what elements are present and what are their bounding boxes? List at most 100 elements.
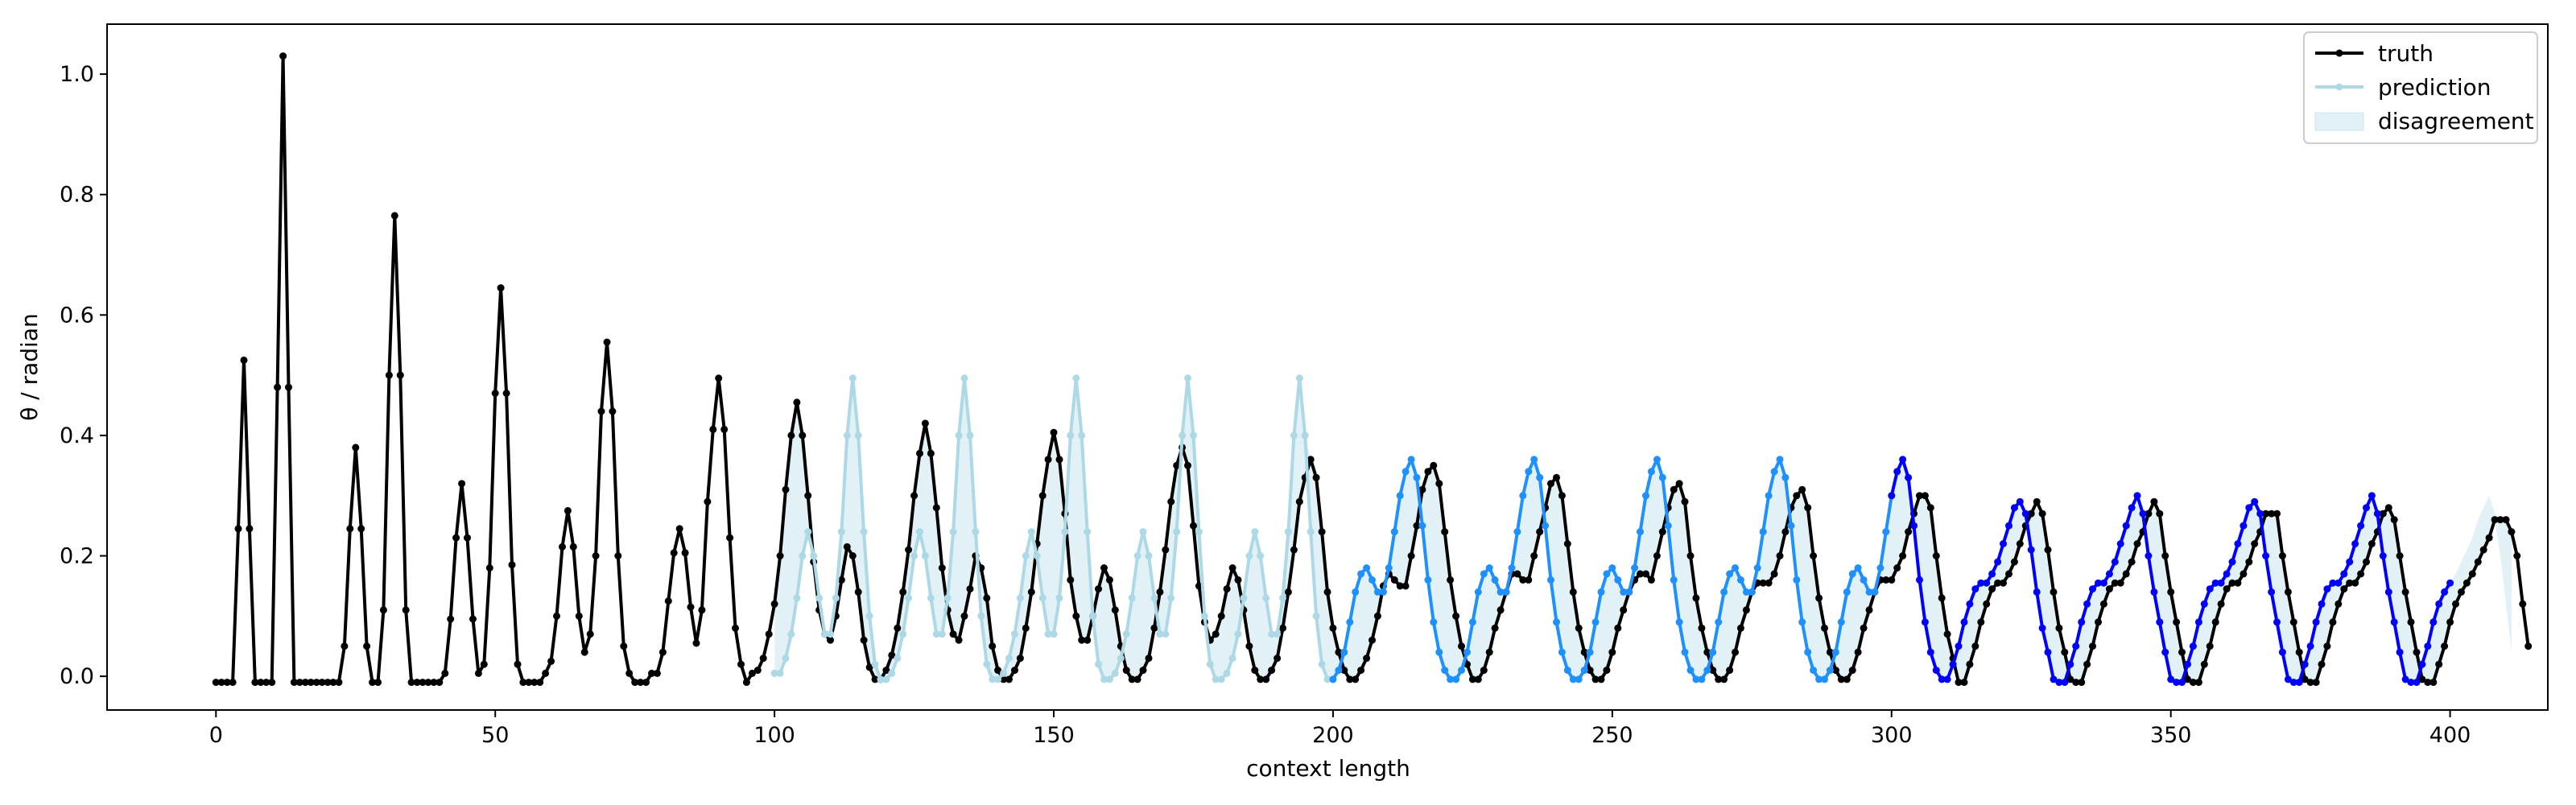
truth-series-point — [1318, 528, 1326, 536]
truth-series-point — [2295, 648, 2303, 656]
truth-series-point — [1072, 612, 1080, 620]
truth-series-point — [1513, 570, 1521, 578]
truth-series-point — [452, 534, 460, 542]
truth-series-point — [2508, 528, 2516, 536]
truth-series-point — [905, 546, 913, 554]
prediction-series-segment-2-point — [1390, 528, 1398, 536]
truth-series-point — [1793, 492, 1801, 500]
truth-series-point — [2396, 552, 2404, 559]
truth-series-point — [2458, 588, 2465, 596]
prediction-series-segment-2-point — [1804, 648, 1812, 656]
truth-series-point — [1217, 612, 1225, 620]
truth-series-point — [2513, 552, 2521, 559]
truth-series-point — [1736, 624, 1744, 632]
truth-series-point — [1005, 675, 1013, 683]
truth-series-point — [860, 636, 868, 644]
truth-series-point — [1715, 675, 1723, 683]
truth-series-point — [799, 431, 807, 440]
prediction-series-segment-3-point — [1966, 600, 1974, 608]
truth-series-point — [447, 615, 455, 623]
truth-series-point — [542, 669, 550, 677]
truth-series-point — [2289, 618, 2297, 626]
prediction-series-segment-3-point — [2099, 579, 2107, 587]
prediction-series-segment-2-point — [1642, 492, 1649, 500]
prediction-series-segment-3-point — [2390, 618, 2398, 626]
truth-series-point — [955, 636, 963, 644]
x-tick-label: 400 — [2429, 723, 2471, 748]
truth-series-point — [2306, 679, 2314, 687]
truth-series-point — [1670, 485, 1678, 493]
y-tick-label: 0.6 — [60, 303, 94, 328]
truth-series-point — [658, 648, 667, 656]
prediction-series-segment-2-point — [1379, 588, 1387, 596]
truth-series-point — [2485, 534, 2493, 542]
truth-series-point — [642, 679, 650, 687]
prediction-series-segment-2-point — [1781, 473, 1790, 481]
truth-series-point — [1195, 582, 1203, 590]
prediction-series-segment-1-point — [770, 669, 778, 677]
prediction-series-segment-3-point — [2111, 558, 2119, 566]
truth-series-point — [1251, 667, 1259, 675]
prediction-series-segment-1-point — [1206, 660, 1214, 668]
truth-series-point — [1860, 624, 1868, 632]
truth-series-point — [687, 603, 695, 611]
truth-series-point — [413, 679, 421, 687]
truth-series-point — [759, 654, 767, 663]
truth-series-point — [1228, 564, 1236, 572]
prediction-series-segment-2-point — [1732, 564, 1739, 572]
legend: truth prediction disagreement — [2303, 31, 2538, 144]
prediction-series-segment-2-point — [1882, 528, 1890, 536]
truth-series-point — [1988, 585, 1996, 593]
truth-series-point — [430, 679, 438, 687]
prediction-series-segment-1-point — [1274, 630, 1282, 638]
prediction-series-segment-1-point — [1167, 594, 1175, 602]
truth-series-point — [921, 419, 929, 427]
truth-series-point — [1022, 624, 1030, 632]
truth-series-point — [2050, 588, 2058, 596]
truth-series-point — [285, 383, 292, 391]
prediction-series-segment-3-point — [1971, 585, 1979, 593]
prediction-series-segment-2-point — [1854, 564, 1862, 572]
truth-series-point — [1027, 588, 1035, 596]
prediction-series-segment-3-point — [2251, 497, 2259, 506]
prediction-series-segment-1-point — [977, 612, 985, 620]
truth-series-point — [2251, 540, 2259, 547]
prediction-series-segment-3-point — [2000, 540, 2007, 547]
truth-series-point — [407, 679, 415, 687]
prediction-series-segment-2-point — [1658, 473, 1666, 481]
truth-series-point — [2145, 510, 2153, 518]
prediction-series-segment-3-point — [1899, 456, 1907, 464]
prediction-series-segment-3-point — [2005, 522, 2013, 530]
truth-series-point — [2401, 588, 2409, 596]
truth-series-point — [1865, 606, 1873, 614]
truth-series-point — [1139, 667, 1147, 675]
truth-series-point — [664, 597, 672, 605]
truth-series-point — [1424, 468, 1432, 476]
prediction-series-segment-3-point — [1955, 642, 1963, 650]
prediction-series-segment-3-point — [1905, 473, 1913, 481]
prediction-series-segment-3-point — [2329, 579, 2337, 587]
prediction-series-segment-2-point — [1513, 528, 1521, 536]
truth-series-point — [1776, 552, 1784, 559]
truth-series-point — [1888, 576, 1896, 584]
prediction-series-segment-3-point — [2384, 588, 2392, 596]
truth-series-point — [1893, 564, 1901, 572]
truth-series-point — [1274, 654, 1282, 663]
truth-series-point — [1698, 624, 1706, 632]
truth-series-point — [2066, 675, 2074, 683]
prediction-series-segment-3-point — [2217, 579, 2225, 587]
prediction-series-segment-2-point — [1491, 576, 1499, 584]
prediction-series-segment-1-point — [1050, 630, 1058, 638]
prediction-series-segment-2-point — [1542, 522, 1550, 530]
truth-series-point — [1943, 630, 1951, 638]
truth-series-point — [1675, 480, 1683, 488]
truth-series-point — [2083, 660, 2091, 668]
prediction-series-segment-1-point — [1301, 431, 1309, 440]
prediction-series-segment-3-point — [2038, 624, 2046, 632]
truth-series-point — [1323, 588, 1331, 596]
truth-series-point — [1686, 552, 1695, 559]
prediction-series-segment-3-point — [2446, 579, 2454, 587]
truth-series-point — [894, 624, 902, 632]
prediction-series-segment-2-point — [1765, 492, 1773, 500]
prediction-series-segment-2-point — [1776, 456, 1784, 464]
